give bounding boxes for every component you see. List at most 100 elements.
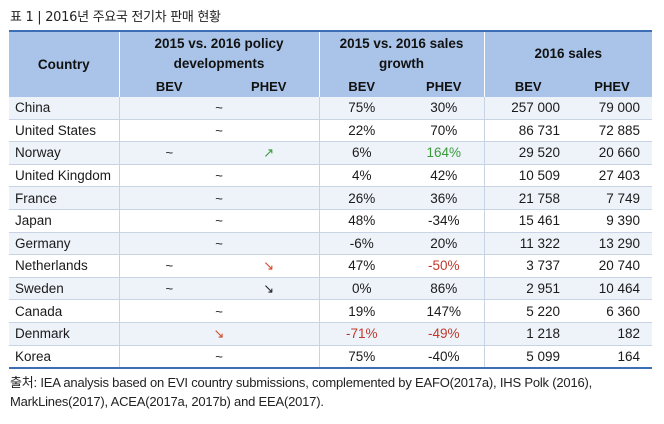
growth-phev-header: PHEV (404, 75, 484, 97)
stable-tilde-icon: ~ (215, 100, 223, 116)
sales-bev-cell: 86 731 (483, 119, 572, 143)
table-row: France ~26% 36% 21 758 7 749 (9, 186, 653, 210)
sales-phev-cell: 164 (572, 345, 653, 369)
sales-phev-cell: 182 (572, 322, 653, 346)
sales-phev-cell: 7 749 (572, 186, 653, 210)
trend-down-arrow-icon: ↘ (263, 280, 275, 296)
country-cell: United Kingdom (9, 164, 119, 188)
growth-phev-cell: 42% (404, 164, 484, 188)
growth-phev-cell: -50% (404, 254, 484, 278)
growth-bev-cell: 75% (318, 345, 404, 369)
country-cell: Japan (9, 209, 119, 233)
policy-bev-cell: ~ (118, 277, 219, 301)
policy-phev-cell: ↘ (219, 254, 319, 278)
stable-tilde-icon: ~ (165, 258, 174, 274)
source-note-line1: 출처: IEA analysis based on EVI country su… (10, 375, 593, 390)
stable-tilde-icon: ~ (215, 213, 223, 229)
sales-phev-cell: 20 660 (572, 141, 653, 165)
policy-cell: ~ (118, 164, 319, 188)
sales-phev-cell: 9 390 (572, 209, 653, 233)
trend-up-arrow-icon: ↗ (263, 144, 275, 160)
growth-phev-cell: 147% (404, 299, 484, 323)
source-note: 출처: IEA analysis based on EVI country su… (10, 373, 655, 411)
growth-bev-cell: 26% (318, 186, 404, 210)
policy-cell: ~ (118, 186, 319, 210)
stable-tilde-icon: ~ (215, 168, 223, 184)
sales-phev-cell: 72 885 (572, 119, 653, 143)
sales-bev-cell: 1 218 (483, 322, 572, 346)
trend-down-arrow-icon: ↘ (213, 325, 225, 341)
sales-bev-cell: 257 000 (483, 97, 572, 120)
sales-bev-cell: 10 509 (483, 164, 572, 188)
table-caption: 표 1 | 2016년 주요국 전기차 판매 현황 (10, 10, 221, 25)
growth-bev-cell: 47% (318, 254, 404, 278)
table-body: China ~75% 30% 257 000 79 000 United States ~2… (9, 97, 653, 369)
sales-bev-cell: 15 461 (483, 209, 572, 233)
sales-bev-cell: 21 758 (483, 186, 572, 210)
growth-phev-cell: 20% (404, 232, 484, 256)
policy-bev-cell: ~ (118, 141, 219, 165)
growth-bev-cell: 75% (318, 97, 404, 120)
table-row: United Kingdom ~4% 42% 10 509 27 403 (9, 164, 653, 188)
country-cell: Denmark (9, 322, 119, 346)
country-cell: Sweden (9, 277, 119, 301)
table-row: Netherlands ~ ↘ 47% -50% 3 737 20 740 (9, 254, 653, 278)
sales-bev-cell: 3 737 (483, 254, 572, 278)
ev-sales-table: Country 2015 vs. 2016 policy development… (9, 30, 653, 370)
growth-phev-cell: -34% (404, 209, 484, 233)
stable-tilde-icon: ~ (215, 122, 223, 138)
stable-tilde-icon: ~ (215, 303, 223, 319)
country-cell: France (9, 186, 119, 210)
growth-phev-cell: 164% (404, 141, 484, 165)
growth-header-line2: growth (379, 55, 424, 71)
country-cell: China (9, 97, 119, 120)
growth-phev-cell: -40% (404, 345, 484, 369)
source-note-line2: MarkLines(2017), ACEA(2017a, 2017b) and … (10, 394, 324, 409)
sales-bev-header: BEV (483, 75, 572, 97)
sales-header: 2016 sales (483, 31, 653, 75)
policy-cell: ↘ (118, 322, 319, 346)
table-row: Denmark ↘ -71% -49% 1 218 182 (9, 322, 653, 346)
policy-cell: ~ (118, 209, 319, 233)
sales-phev-cell: 27 403 (572, 164, 653, 188)
policy-phev-header: PHEV (219, 75, 319, 97)
table-row: Canada ~19% 147% 5 220 6 360 (9, 299, 653, 323)
country-cell: Germany (9, 232, 119, 256)
growth-bev-cell: 6% (318, 141, 404, 165)
stable-tilde-icon: ~ (165, 145, 174, 161)
stable-tilde-icon: ~ (215, 190, 223, 206)
growth-phev-cell: 30% (404, 97, 484, 120)
policy-cell: ~ (118, 345, 319, 369)
growth-phev-cell: 86% (404, 277, 484, 301)
sales-phev-cell: 79 000 (572, 97, 653, 120)
table-row: Korea ~75% -40% 5 099 164 (9, 345, 653, 369)
growth-bev-cell: 48% (318, 209, 404, 233)
growth-header-line1: 2015 vs. 2016 sales (339, 35, 464, 51)
table-row: Germany ~ -6% 20% 11 322 13 290 (9, 232, 653, 256)
growth-bev-cell: -6% (318, 232, 404, 256)
stable-tilde-icon: ~ (215, 348, 223, 364)
sales-phev-cell: 13 290 (572, 232, 653, 256)
sales-bev-cell: 5 220 (483, 299, 572, 323)
policy-cell: ~ (118, 97, 319, 120)
growth-bev-cell: -71% (318, 322, 404, 346)
sales-phev-cell: 10 464 (572, 277, 653, 301)
stable-tilde-icon: ~ (165, 281, 174, 297)
policy-header-line2: developments (173, 55, 265, 71)
sales-bev-cell: 5 099 (483, 345, 572, 369)
policy-header-line1: 2015 vs. 2016 policy (154, 35, 284, 51)
table-row: Norway ~ ↗ 6% 164% 29 520 20 660 (9, 141, 653, 165)
table-row: China ~75% 30% 257 000 79 000 (9, 97, 653, 120)
sales-phev-header: PHEV (572, 75, 653, 97)
sales-bev-cell: 29 520 (483, 141, 572, 165)
growth-bev-cell: 0% (318, 277, 404, 301)
sales-phev-cell: 6 360 (572, 299, 653, 323)
policy-phev-cell: ↗ (219, 141, 319, 165)
policy-bev-header: BEV (118, 75, 219, 97)
growth-phev-cell: -49% (404, 322, 484, 346)
stable-tilde-icon: ~ (215, 235, 223, 251)
growth-bev-header: BEV (318, 75, 404, 97)
country-cell: Canada (9, 299, 119, 323)
table-row: United States ~22% 70% 86 731 72 885 (9, 119, 653, 143)
policy-bev-cell: ~ (118, 254, 219, 278)
